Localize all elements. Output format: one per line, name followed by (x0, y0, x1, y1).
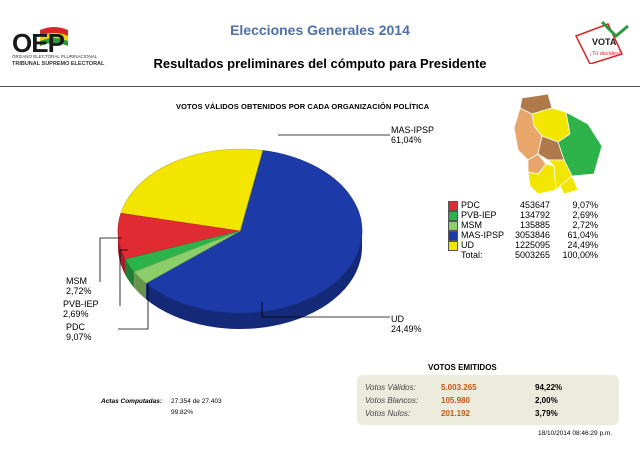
emitidos-value: 5.003.265 (441, 383, 477, 392)
pie-side-pdc (118, 231, 126, 276)
pie-side-mas-ipsp (145, 231, 362, 329)
legend-pct: 61,04% (567, 230, 598, 240)
oep-logo: OEP ÓRGANO ELECTORAL PLURINACIONAL TRIBU… (12, 22, 112, 68)
leader-line-msm (99, 237, 122, 282)
legend-name: MSM (461, 220, 482, 230)
legend-name: PVB-IEP (461, 210, 497, 220)
chart-title: VOTOS VÁLIDOS OBTENIDOS POR CADA ORGANIZ… (176, 102, 430, 111)
legend-total-label: Total: (461, 250, 483, 260)
legend-votes: 3053846 (514, 230, 550, 240)
legend-swatch (448, 211, 458, 221)
logo-text: OEP (12, 28, 65, 58)
pie-slice-mas-ipsp (145, 150, 363, 314)
emitidos-row-nulos: Votos Nulos: 201.192 3,79% (357, 409, 619, 422)
header: OEP ÓRGANO ELECTORAL PLURINACIONAL TRIBU… (0, 0, 640, 88)
legend-row-mas-ipsp: MAS-IPSP 3053846 61,04% (448, 230, 598, 241)
pie-side-pvb-iep (125, 259, 135, 288)
legend-votes: 134792 (519, 210, 550, 220)
legend-votes: 135885 (519, 220, 550, 230)
legend-votes: 453647 (519, 200, 550, 210)
legend-pct: 9,07% (572, 200, 598, 210)
legend-total-votes: 5003265 (514, 250, 550, 260)
emitidos-panel: Votos Válidos: 5.003.265 94,22% Votos Bl… (357, 375, 619, 425)
label-msm: MSM 2,72% (66, 276, 92, 296)
legend-row-pdc: PDC 453647 9,07% (448, 200, 598, 211)
page-title: Elecciones Generales 2014 (230, 22, 410, 38)
results-legend: PDC 453647 9,07% PVB-IEP 134792 2,69% MS… (448, 200, 598, 260)
logo-tribunal-text: TRIBUNAL SUPREMO ELECTORAL (12, 61, 105, 67)
emitidos-value: 105.980 (441, 396, 470, 405)
checkmark-icon (600, 20, 629, 39)
actas-label: Actas Computadas: (101, 398, 163, 405)
emitidos-label: Votos Blancos: (365, 396, 419, 405)
legend-total-pct: 100,00% (562, 250, 598, 260)
legend-swatch (448, 231, 458, 241)
pie-chart (99, 134, 390, 330)
vota-logo: VOTA ¡Tú decides! (574, 20, 629, 64)
header-divider (0, 86, 640, 87)
pie-slice-msm (133, 230, 241, 284)
legend-name: UD (461, 240, 474, 250)
leader-line-pvb-iep (119, 249, 128, 306)
map-tarija (559, 175, 579, 195)
legend-row-pvb-iep: PVB-IEP 134792 2,69% (448, 210, 598, 221)
legend-swatch (448, 201, 458, 211)
legend-row-msm: MSM 135885 2,72% (448, 220, 598, 231)
emitidos-label: Votos Válidos: (365, 383, 416, 392)
emitidos-row-blancos: Votos Blancos: 105.980 2,00% (357, 396, 619, 409)
label-mas-ipsp: MAS-IPSP 61,04% (391, 125, 435, 145)
page-subtitle: Resultados preliminares del cómputo para… (153, 56, 487, 71)
legend-swatch (448, 221, 458, 231)
actas-value: 27.354 de 27.403 (171, 398, 222, 405)
emitidos-label: Votos Nulos: (365, 409, 411, 418)
actas-pct: 99.82% (171, 409, 194, 416)
bolivia-map (513, 94, 603, 195)
timestamp: 18/10/2014 08:46:29 p.m. (538, 430, 613, 437)
emitidos-pct: 94,22% (535, 383, 563, 392)
label-pvb-iep: PVB-IEP 2,69% (63, 299, 99, 319)
pie-side-msm (134, 271, 146, 300)
legend-name: PDC (461, 200, 481, 210)
leader-line-ud (261, 302, 390, 318)
vota-logo-text: VOTA (592, 37, 617, 47)
emitidos-value: 201.192 (441, 409, 470, 418)
emitidos-pct: 3,79% (535, 409, 558, 418)
vota-tagline: ¡Tú decides! (590, 51, 621, 57)
label-pdc: PDC 9,07% (66, 322, 92, 342)
legend-pct: 2,72% (572, 220, 598, 230)
emitidos-row-validos: Votos Válidos: 5.003.265 94,22% (357, 383, 619, 396)
emitidos-pct: 2,00% (535, 396, 558, 405)
ballot-box-icon (574, 23, 624, 64)
leader-line-pdc (118, 284, 149, 330)
legend-votes: 1225095 (514, 240, 550, 250)
legend-row-ud: UD 1225095 24,49% (448, 240, 598, 251)
label-ud: UD 24,49% (391, 314, 422, 334)
emitidos-title: VOTOS EMITIDOS (428, 363, 497, 372)
bolivia-flag-icon (40, 27, 68, 46)
legend-row-total: Total: 5003265 100,00% (448, 250, 598, 260)
legend-pct: 2,69% (572, 210, 598, 220)
legend-name: MAS-IPSP (461, 230, 505, 240)
legend-pct: 24,49% (567, 240, 598, 250)
pie-slice-ud (120, 148, 263, 232)
legend-swatch (448, 241, 458, 251)
logo-org-text: ÓRGANO ELECTORAL PLURINACIONAL (12, 54, 98, 59)
